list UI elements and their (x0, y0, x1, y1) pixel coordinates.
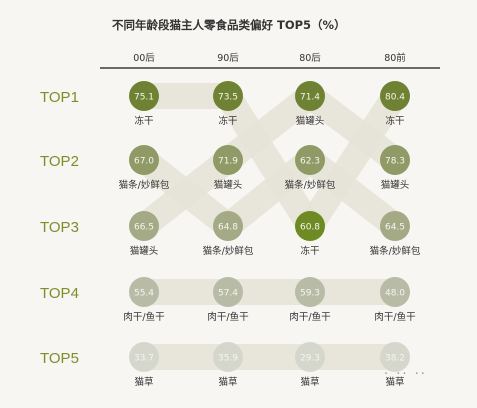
bubble-category-label: 猫草 (134, 376, 153, 388)
item-band (131, 147, 241, 239)
bubble (295, 342, 325, 372)
bubble-value: 55.4 (134, 289, 154, 299)
bubble-category-label: 冻干 (300, 245, 319, 257)
bubble-category-label: 猫草 (218, 376, 237, 388)
bubble (295, 211, 325, 241)
item-band (215, 147, 323, 239)
bubble-category-label: 肉干/鱼干 (123, 311, 164, 323)
bubble-value: 71.9 (218, 157, 238, 167)
bubble (380, 277, 410, 307)
bubble-value: 64.8 (218, 223, 238, 233)
column-header: 90后 (217, 53, 239, 64)
bubble-value: 64.5 (385, 223, 405, 233)
bubble (129, 211, 159, 241)
bubble-value: 33.7 (134, 354, 154, 364)
bubble (213, 277, 243, 307)
bubble-value: 75.1 (134, 93, 154, 103)
rank-label: TOP3 (40, 219, 79, 236)
bubble-category-label: 猫草 (300, 376, 319, 388)
bubble-category-label: 猫罐头 (381, 179, 410, 191)
bubble-value: 71.4 (300, 93, 320, 103)
bubble-value: 66.5 (134, 223, 154, 233)
item-band (215, 83, 323, 239)
bubble-category-label: 肉干/鱼干 (289, 311, 330, 323)
bubble (129, 342, 159, 372)
column-header: 80后 (299, 53, 321, 64)
chart-title: 不同年龄段猫主人零食品类偏好 TOP5（%） (112, 18, 346, 32)
bubble (380, 145, 410, 175)
bubble-category-label: 冻干 (218, 115, 237, 127)
bubble (295, 81, 325, 111)
bubble-value: 38.2 (385, 354, 405, 364)
bubble-value: 35.9 (218, 354, 238, 364)
rank-label: TOP4 (40, 285, 79, 302)
rank-label: TOP5 (40, 350, 79, 367)
bubble-value: 73.5 (218, 93, 238, 103)
bubble (380, 81, 410, 111)
column-header: 00后 (133, 53, 155, 64)
bubble-category-label: 肉干/鱼干 (374, 311, 415, 323)
item-band (297, 83, 408, 173)
bubble (213, 211, 243, 241)
bubble (129, 145, 159, 175)
item-band (215, 83, 323, 173)
bubble-value: 80.4 (385, 93, 405, 103)
bubble-value: 78.3 (385, 157, 405, 167)
bubble (129, 81, 159, 111)
item-band (297, 147, 408, 239)
bubble-category-label: 猫条/妙鲜包 (370, 245, 421, 257)
bubble-category-label: 猫罐头 (130, 245, 159, 257)
bubble-category-label: 肉干/鱼干 (207, 311, 248, 323)
bubble-value: 48.0 (385, 289, 405, 299)
bubble-category-label: 猫条/妙鲜包 (119, 179, 170, 191)
bubble-category-label: 冻干 (134, 115, 153, 127)
bubble-category-label: 猫罐头 (214, 179, 243, 191)
bubble-value: 60.8 (300, 223, 320, 233)
rank-label: TOP2 (40, 153, 79, 170)
bubble-category-label: 冻干 (385, 115, 404, 127)
bubble (213, 145, 243, 175)
bubble-category-label: 猫罐头 (296, 115, 325, 127)
bubble (213, 342, 243, 372)
bubble (213, 81, 243, 111)
item-band (297, 83, 408, 239)
bubble-category-label: 猫条/妙鲜包 (203, 245, 254, 257)
watermark: · ·· ·· (384, 367, 427, 382)
bubble-value: 59.3 (300, 289, 320, 299)
rank-label: TOP1 (40, 89, 79, 106)
bubble (295, 145, 325, 175)
bubble-category-label: 猫草 (385, 376, 404, 388)
bubble-value: 67.0 (134, 157, 154, 167)
bubble-category-label: 猫条/妙鲜包 (285, 179, 336, 191)
bubble (129, 277, 159, 307)
bubble-value: 57.4 (218, 289, 238, 299)
column-header: 80前 (384, 52, 406, 64)
bubble-value: 29.3 (300, 354, 320, 364)
bubble (380, 211, 410, 241)
bubble (380, 342, 410, 372)
bubble (295, 277, 325, 307)
bubble-value: 62.3 (300, 157, 320, 167)
